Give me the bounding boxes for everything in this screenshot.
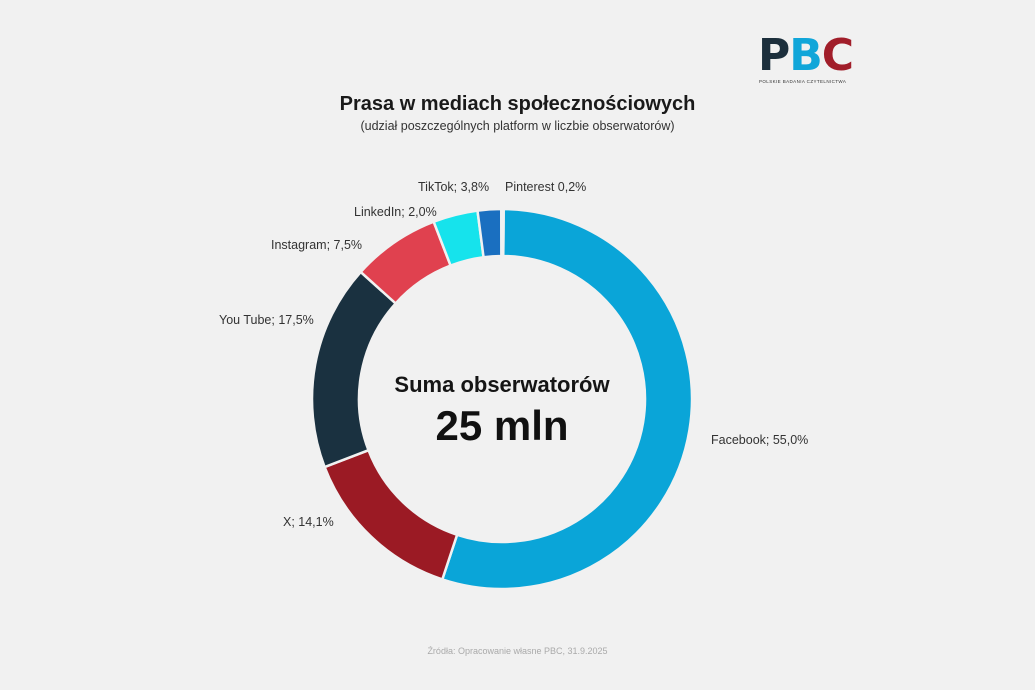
label-youtube: You Tube; 17,5% bbox=[219, 313, 314, 327]
center-value: 25 mln bbox=[435, 402, 569, 449]
label-pinterest: Pinterest 0,2% bbox=[505, 180, 587, 194]
chart-subtitle: (udział poszczególnych platform w liczbi… bbox=[360, 119, 675, 133]
center-label: Suma obserwatorów bbox=[394, 372, 610, 397]
label-facebook: Facebook; 55,0% bbox=[711, 433, 809, 447]
segment-pinterest bbox=[500, 207, 505, 258]
logo-c: C bbox=[821, 30, 854, 81]
segment-facebook bbox=[440, 207, 694, 591]
chart-title: Prasa w mediach społecznościowych bbox=[339, 93, 696, 115]
segment-x bbox=[322, 448, 459, 581]
source-note: Źródła: Opracowanie własne PBC, 31.9.202… bbox=[427, 646, 608, 656]
label-linkedin: LinkedIn; 2,0% bbox=[354, 205, 437, 219]
label-instagram: Instagram; 7,5% bbox=[271, 238, 363, 252]
logo-tagline: POLSKIE BADANIA CZYTELNICTWA bbox=[759, 79, 847, 84]
pbc-logo: PBC POLSKIE BADANIA CZYTELNICTWA bbox=[758, 34, 854, 85]
label-x: X; 14,1% bbox=[283, 515, 334, 529]
logo-b: B bbox=[789, 30, 823, 81]
label-tiktok: TikTok; 3,8% bbox=[418, 180, 490, 194]
logo-p: P bbox=[758, 30, 790, 81]
